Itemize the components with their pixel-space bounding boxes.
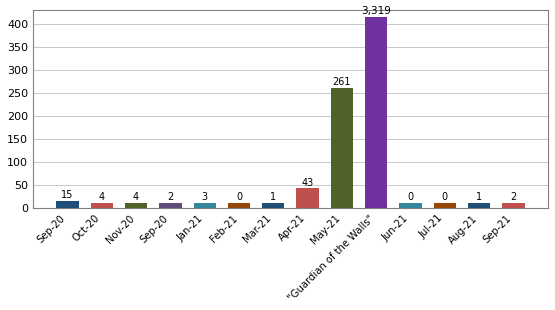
Bar xyxy=(90,203,113,208)
Bar xyxy=(125,203,147,208)
Text: 2: 2 xyxy=(167,192,174,202)
Bar xyxy=(468,203,490,208)
Text: 4: 4 xyxy=(99,192,105,202)
Text: 4: 4 xyxy=(133,192,139,202)
Bar xyxy=(365,17,387,208)
Text: 0: 0 xyxy=(407,192,413,202)
Text: 43: 43 xyxy=(301,178,314,188)
Bar xyxy=(159,203,181,208)
Bar xyxy=(433,203,456,208)
Text: 15: 15 xyxy=(61,190,74,200)
Bar xyxy=(262,203,285,208)
Bar xyxy=(296,188,319,208)
Text: 0: 0 xyxy=(442,192,448,202)
Text: 1: 1 xyxy=(270,192,276,202)
Text: 0: 0 xyxy=(236,192,242,202)
Bar xyxy=(331,88,353,208)
Text: 3: 3 xyxy=(201,192,208,202)
Text: 2: 2 xyxy=(511,192,517,202)
Text: 3,319: 3,319 xyxy=(361,6,391,16)
Bar xyxy=(228,203,250,208)
Text: 1: 1 xyxy=(476,192,482,202)
Bar xyxy=(57,201,79,208)
Bar xyxy=(194,203,216,208)
Text: 261: 261 xyxy=(332,77,351,87)
Bar xyxy=(400,203,422,208)
Bar xyxy=(502,203,524,208)
